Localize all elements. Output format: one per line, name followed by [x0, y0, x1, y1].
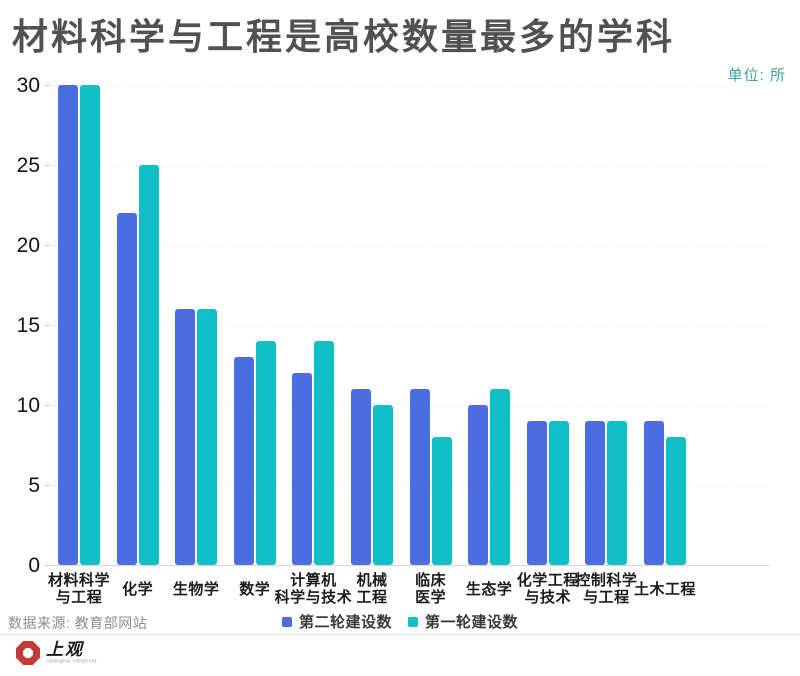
y-tick-mark-30: [44, 85, 50, 86]
bar-机械工程-第一轮建设数: [373, 405, 393, 565]
y-tick-mark-20: [44, 245, 50, 246]
footer-divider: [0, 634, 800, 635]
bar-土木工程-第二轮建设数: [644, 421, 664, 565]
bar-化学-第一轮建设数: [138, 165, 159, 565]
x-category-label-line: 计算机: [290, 572, 337, 589]
x-category-label-临床医学: 临床 医学: [376, 571, 486, 607]
x-category-label-line: 生物学: [172, 580, 220, 598]
y-tick-label-25: 25: [16, 154, 40, 177]
unit-label: 单位: 所: [727, 67, 786, 84]
legend-swatch-icon: [281, 616, 292, 627]
x-category-label-line: 生态学: [465, 580, 513, 598]
x-category-label-数学: 数学: [200, 571, 310, 607]
x-category-label-生态学: 生态学: [434, 571, 544, 607]
bar-计算机科学与技术-第一轮建设数: [314, 341, 335, 565]
x-category-label-line: 科学与技术: [274, 589, 353, 606]
x-axis-line: [44, 565, 770, 566]
y-tick-mark-5: [44, 485, 50, 486]
bar-材料科学与工程-第二轮建设数: [58, 85, 78, 565]
bar-控制科学与工程-第一轮建设数: [607, 421, 628, 565]
gridline-20: [50, 245, 766, 246]
logo-name: 上观: [46, 640, 84, 660]
bar-生态学-第一轮建设数: [490, 389, 511, 565]
y-tick-label-20: 20: [16, 234, 40, 257]
legend-label: 第一轮建设数: [425, 614, 519, 631]
x-category-label-line: 化学工程: [516, 572, 579, 589]
bar-数学-第二轮建设数: [233, 357, 254, 565]
x-category-label-line: 机械: [356, 572, 388, 589]
x-category-label-控制科学与工程: 控制科学 与工程: [551, 571, 661, 607]
x-category-label-生物学: 生物学: [141, 571, 251, 607]
bar-临床医学-第一轮建设数: [431, 437, 452, 565]
y-tick-label-10: 10: [16, 394, 40, 417]
bar-化学-第二轮建设数: [116, 213, 137, 565]
bar-土木工程-第一轮建设数: [666, 437, 686, 565]
legend-item-第一轮建设数: 第一轮建设数: [408, 611, 518, 632]
x-category-label-土木工程: 土木工程: [610, 571, 720, 607]
gridline-5: [50, 485, 766, 486]
gridline-30: [50, 85, 766, 86]
x-category-label-line: 化学: [122, 580, 154, 598]
x-category-label-计算机科学与技术: 计算机 科学与技术: [258, 571, 368, 607]
x-category-label-机械工程: 机械 工程: [317, 571, 427, 607]
x-category-label-line: 与工程: [583, 589, 630, 606]
legend-label: 第二轮建设数: [298, 614, 392, 631]
x-category-label-化学: 化学: [83, 571, 193, 607]
y-tick-label-5: 5: [28, 474, 40, 497]
bar-数学-第一轮建设数: [255, 341, 276, 565]
x-category-label-line: 临床: [415, 572, 447, 589]
bar-控制科学与工程-第二轮建设数: [585, 421, 606, 565]
bar-机械工程-第二轮建设数: [351, 389, 371, 565]
x-category-label-line: 材料科学: [47, 572, 110, 589]
publisher-footer: 上观 Shanghai Observer: [16, 641, 106, 665]
y-tick-label-0: 0: [28, 554, 40, 577]
legend-swatch-icon: [408, 616, 418, 627]
data-source-text: 数据来源: 教育部网站: [8, 615, 148, 631]
y-tick-mark-15: [44, 325, 50, 326]
x-category-label-line: 与工程: [55, 589, 103, 606]
bar-材料科学与工程-第一轮建设数: [80, 85, 100, 565]
bar-化学工程与技术-第一轮建设数: [548, 421, 569, 565]
shanghai-observer-logo-icon: [16, 641, 40, 665]
gridline-15: [50, 325, 766, 326]
x-category-label-line: 工程: [356, 589, 388, 606]
chart-title: 材料科学与工程是高校数量最多的学科: [12, 16, 676, 57]
legend-item-第二轮建设数: 第二轮建设数: [281, 611, 392, 632]
bar-临床医学-第二轮建设数: [409, 389, 430, 565]
x-category-label-化学工程与技术: 化学工程 与技术: [493, 571, 603, 607]
logo-subtext: Shanghai Observer: [46, 659, 98, 665]
y-tick-mark-0: [44, 565, 50, 566]
x-category-label-line: 医学: [415, 589, 447, 606]
bar-生态学-第二轮建设数: [468, 405, 489, 565]
chart-legend: 第二轮建设数 第一轮建设数: [0, 611, 800, 632]
bar-生物学-第一轮建设数: [197, 309, 218, 565]
y-tick-label-30: 30: [16, 74, 40, 97]
x-category-label-line: 控制科学: [575, 572, 638, 589]
y-tick-mark-25: [44, 165, 50, 166]
x-category-label-line: 数学: [239, 580, 271, 598]
x-category-label-材料科学与工程: 材料科学 与工程: [24, 571, 134, 607]
x-category-label-line: 与技术: [524, 589, 572, 606]
logo-hole: [23, 648, 33, 658]
bar-化学工程与技术-第二轮建设数: [526, 421, 547, 565]
y-tick-mark-10: [44, 405, 50, 406]
y-tick-label-15: 15: [16, 314, 40, 337]
bar-生物学-第二轮建设数: [175, 309, 196, 565]
bar-计算机科学与技术-第二轮建设数: [292, 373, 313, 565]
gridline-10: [50, 405, 766, 406]
x-category-label-line: 土木工程: [633, 580, 696, 598]
logo-text-block: 上观 Shanghai Observer: [46, 641, 106, 665]
gridline-25: [50, 165, 766, 166]
